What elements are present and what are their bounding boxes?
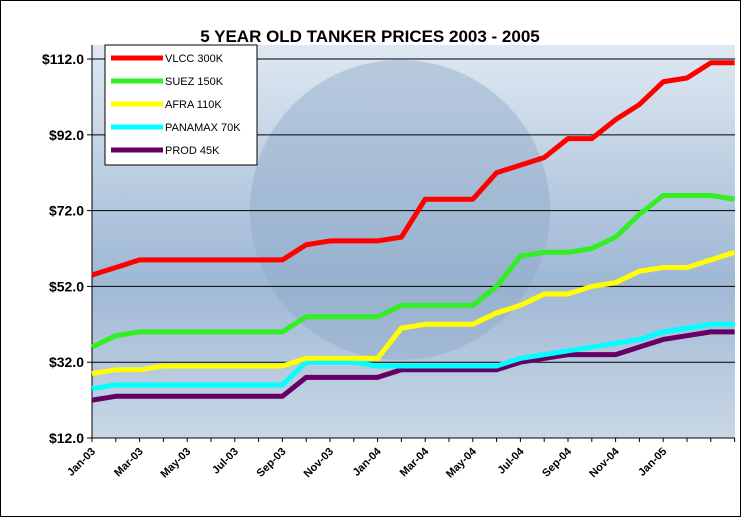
legend-label: PANAMAX 70K <box>165 122 241 134</box>
y-tick-label: $72.0 <box>49 203 84 219</box>
y-tick-label: $32.0 <box>49 354 84 370</box>
y-tick-label: $112.0 <box>42 51 84 67</box>
series-line <box>91 329 735 403</box>
watermark <box>250 60 550 360</box>
chart-title: 5 YEAR OLD TANKER PRICES 2003 - 2005 <box>200 27 540 46</box>
series-line <box>91 321 735 392</box>
y-tick-label: $12.0 <box>49 430 84 446</box>
legend-label: VLCC 300K <box>165 53 224 65</box>
y-tick-label: $52.0 <box>49 278 84 294</box>
y-tick-label: $92.0 <box>49 127 84 143</box>
legend-label: AFRA 110K <box>165 99 222 111</box>
series-line <box>91 249 736 377</box>
legend-label: SUEZ 150K <box>165 76 224 88</box>
series-line <box>91 60 735 278</box>
series-line <box>90 192 735 350</box>
legend-label: PROD 45K <box>165 145 220 157</box>
